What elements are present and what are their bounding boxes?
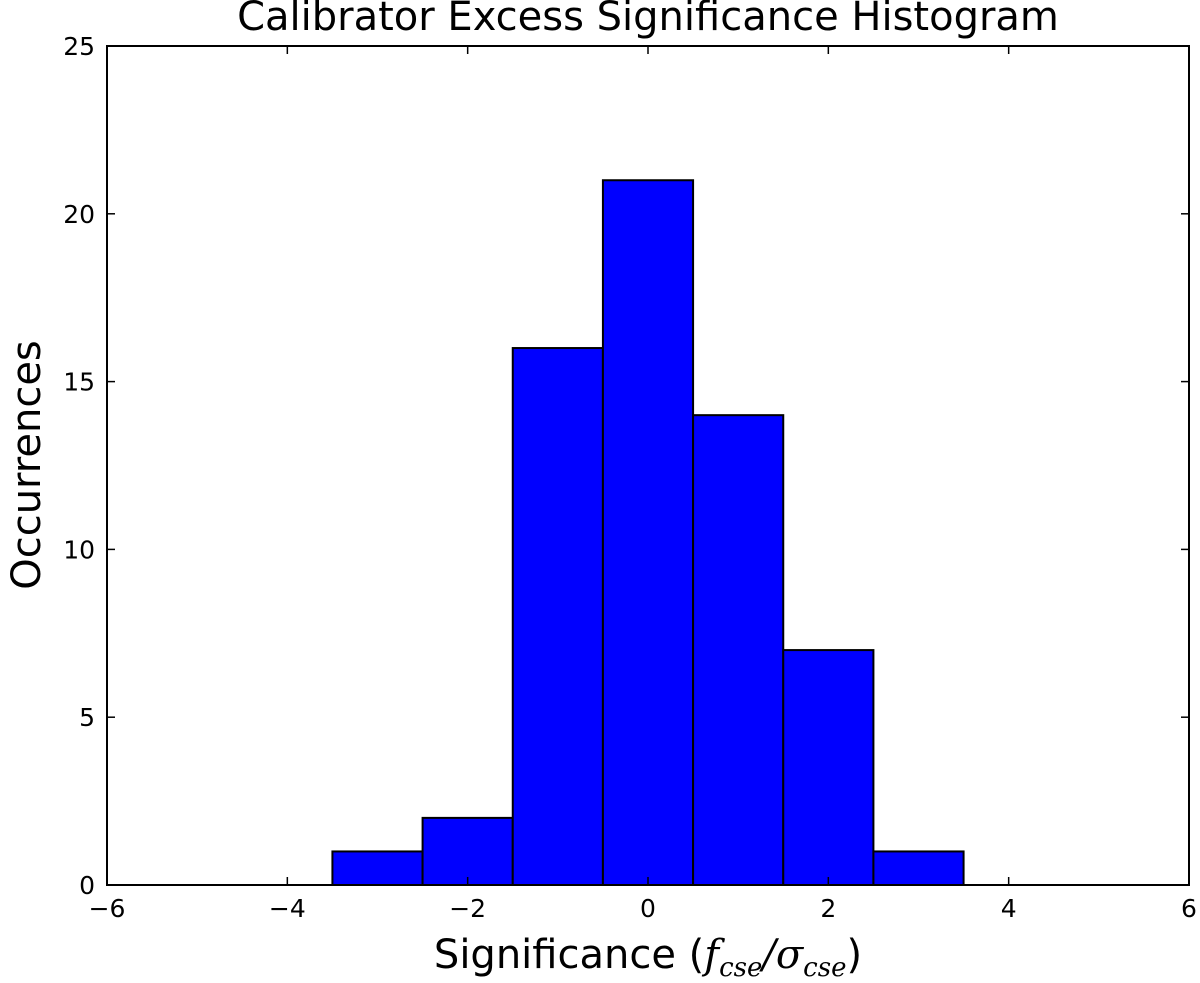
x-axis-label-numerator-sub: cse	[719, 953, 762, 983]
x-tick-label: −2	[449, 894, 486, 923]
x-axis-label-close: )	[846, 932, 862, 978]
x-axis-label-denominator-sub: cse	[803, 953, 846, 983]
histogram-bar	[331, 850, 424, 887]
histogram-bar	[872, 850, 965, 887]
y-ticks: 0 5 10 15 20 25	[63, 32, 1189, 900]
y-tick-label: 0	[79, 871, 95, 900]
bars-group	[331, 179, 965, 887]
x-tick-label: −6	[89, 894, 126, 923]
x-tick-label: 0	[640, 894, 656, 923]
x-axis-label-separator: /	[758, 932, 779, 978]
x-tick-label: 6	[1181, 894, 1197, 923]
y-axis-label: Occurrences	[4, 340, 50, 590]
x-axis-label: Significance (fcse/σcse)	[434, 932, 862, 983]
y-tick-label: 25	[63, 32, 95, 61]
x-axis-label-denominator: σ	[776, 932, 805, 978]
chart-title: Calibrator Excess Significance Histogram	[237, 0, 1059, 40]
x-tick-label: 2	[820, 894, 836, 923]
x-ticks: −6 −4 −2 0 2 4 6	[89, 46, 1197, 923]
y-tick-label: 20	[63, 200, 95, 229]
y-tick-label: 5	[79, 703, 95, 732]
histogram-bar	[511, 347, 604, 887]
histogram-bar	[782, 649, 875, 887]
y-tick-label: 15	[63, 368, 95, 397]
x-axis-label-text: Significance (	[434, 932, 704, 978]
x-tick-label: −4	[269, 894, 306, 923]
histogram-bar	[421, 816, 514, 887]
y-tick-label: 10	[63, 535, 95, 564]
x-tick-label: 4	[1001, 894, 1017, 923]
histogram-bar	[601, 179, 695, 887]
histogram-bar	[692, 414, 785, 886]
